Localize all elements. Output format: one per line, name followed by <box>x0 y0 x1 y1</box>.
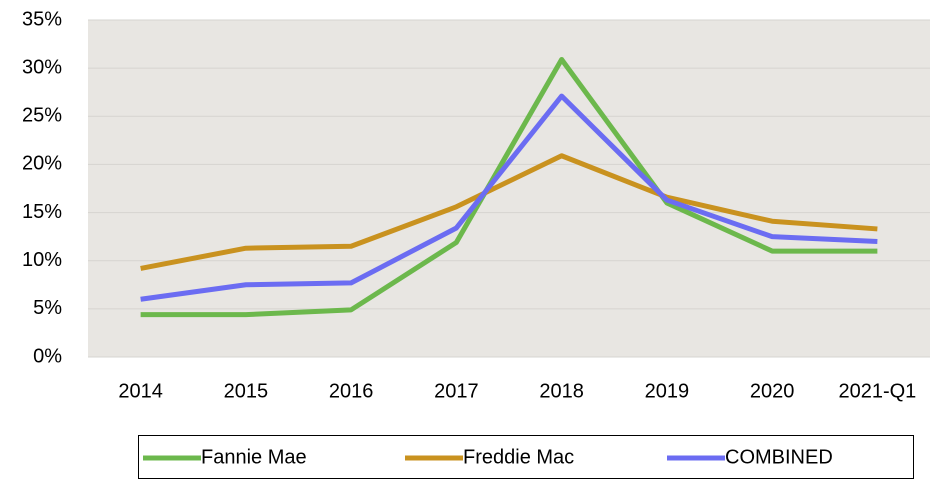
plot-area <box>88 20 930 357</box>
x-tick-label: 2021-Q1 <box>838 380 916 402</box>
x-tick-label: 2016 <box>329 380 374 402</box>
x-tick-label: 2017 <box>434 380 479 402</box>
y-tick-label: 10% <box>22 249 62 271</box>
y-tick-label: 35% <box>22 8 62 30</box>
y-tick-label: 0% <box>33 345 62 367</box>
x-tick-label: 2015 <box>224 380 269 402</box>
y-tick-label: 25% <box>22 105 62 127</box>
legend-box <box>138 435 914 479</box>
series-line <box>140 93 878 302</box>
x-tick-label: 2014 <box>118 380 163 402</box>
legend-label: COMBINED <box>725 446 833 468</box>
y-tick-label: 20% <box>22 153 62 175</box>
series-line <box>140 56 878 318</box>
x-tick-label: 2019 <box>645 380 690 402</box>
legend-label: Fannie Mae <box>201 446 307 468</box>
y-tick-label: 30% <box>22 56 62 78</box>
legend-label: Freddie Mac <box>463 446 574 468</box>
series-line <box>140 153 878 271</box>
y-tick-label: 15% <box>22 201 62 223</box>
x-tick-label: 2020 <box>750 380 795 402</box>
x-tick-label: 2018 <box>539 380 584 402</box>
y-tick-label: 5% <box>33 297 62 319</box>
